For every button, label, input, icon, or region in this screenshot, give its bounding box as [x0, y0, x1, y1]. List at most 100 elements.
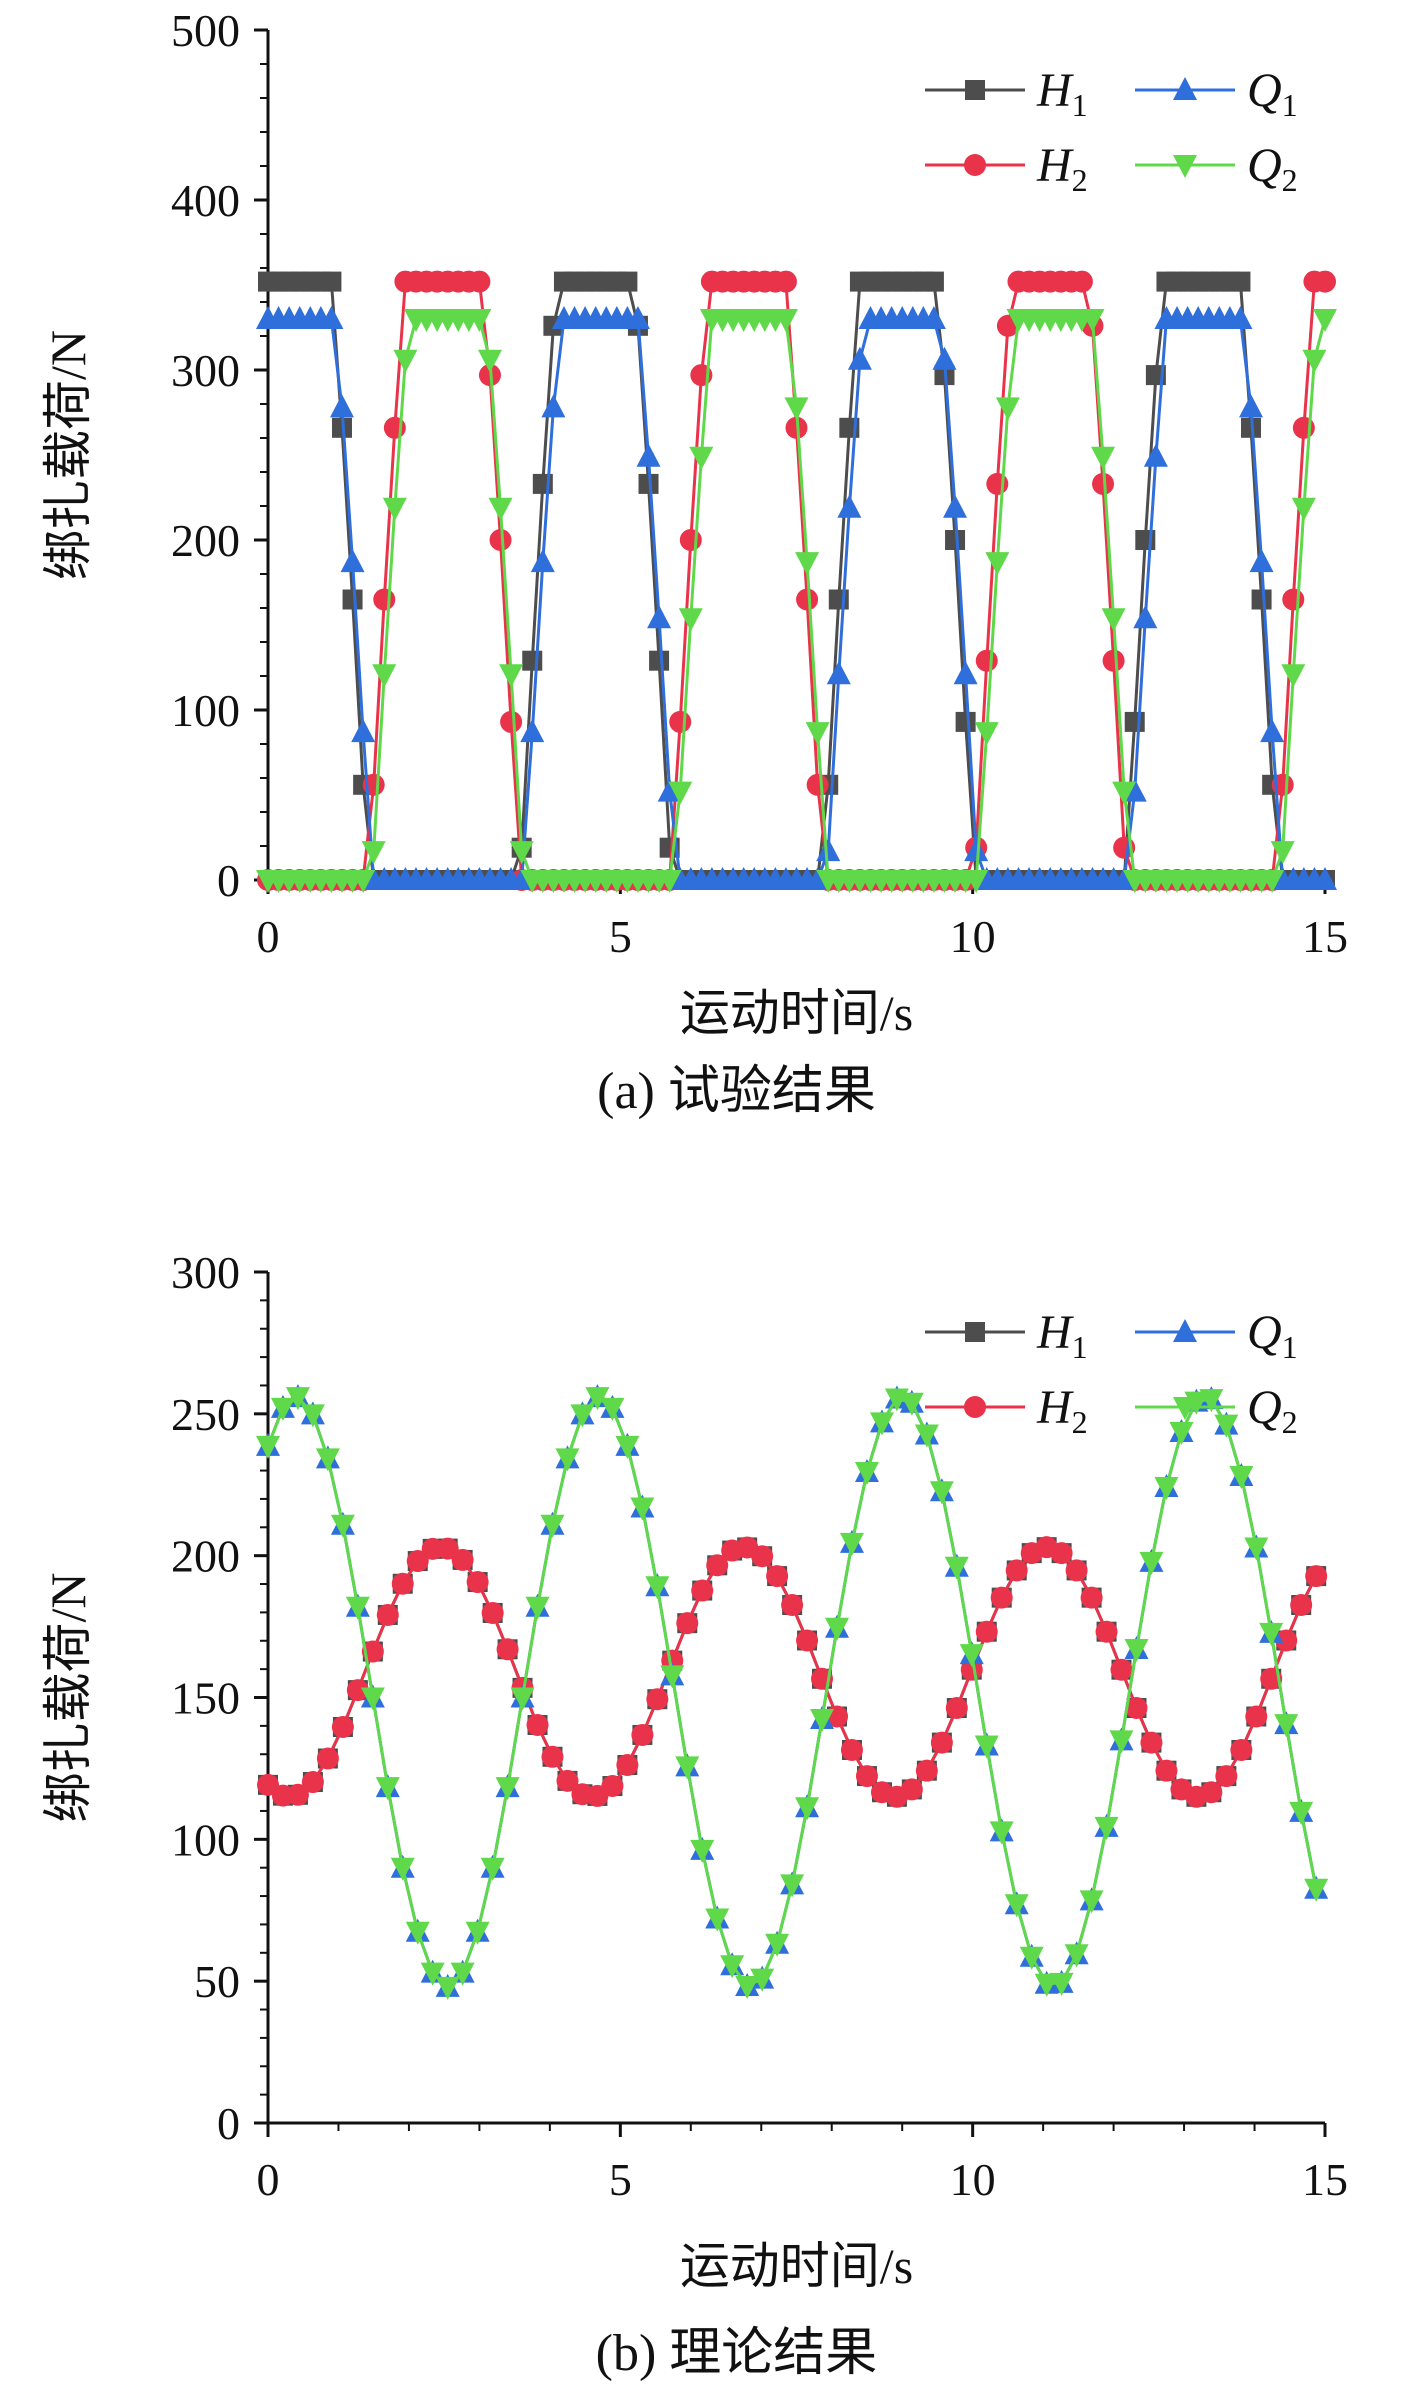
- x-tick-label: 10: [950, 911, 996, 962]
- data-point: [1291, 497, 1316, 521]
- data-point: [1169, 1421, 1194, 1445]
- data-point: [1245, 1705, 1268, 1728]
- y-tick-label: 100: [171, 1814, 240, 1865]
- data-point: [1050, 1542, 1073, 1565]
- data-point: [974, 722, 999, 746]
- data-point: [346, 1679, 369, 1702]
- data-point: [331, 1716, 354, 1739]
- x-axis-title: 运动时间/s: [680, 985, 913, 1041]
- data-point: [678, 608, 703, 632]
- data-point: [1133, 605, 1158, 629]
- data-point: [646, 1688, 669, 1711]
- data-point: [525, 1596, 550, 1620]
- data-point: [510, 1687, 535, 1711]
- data-point: [1034, 1973, 1059, 1997]
- data-point: [953, 661, 978, 685]
- y-axis-title: 绑扎载荷/N: [40, 1573, 96, 1823]
- data-point: [450, 1962, 475, 1986]
- data-point: [1228, 306, 1253, 329]
- data-point: [668, 781, 693, 805]
- y-tick-label: 400: [171, 175, 240, 226]
- data-point: [372, 664, 397, 688]
- data-point: [1101, 608, 1126, 632]
- data-point: [1199, 1389, 1224, 1413]
- y-axis-title: 绑扎载荷/N: [40, 330, 96, 580]
- data-point: [1070, 270, 1093, 293]
- data-point: [1313, 867, 1337, 890]
- data-point: [691, 1579, 714, 1602]
- x-tick-label: 0: [257, 2154, 280, 2205]
- data-point: [679, 529, 702, 551]
- panel-caption: (b) 理论结果: [596, 2325, 878, 2382]
- data-point: [1249, 549, 1274, 573]
- data-point: [1251, 589, 1272, 610]
- legend-marker: [1173, 1397, 1197, 1420]
- legend-item-h1: H1: [925, 64, 1088, 123]
- data-point: [1304, 1878, 1329, 1902]
- data-point: [285, 1387, 310, 1411]
- data-point: [329, 394, 354, 418]
- data-point: [1270, 841, 1295, 865]
- data-point: [360, 1687, 385, 1711]
- data-point: [774, 270, 797, 293]
- y-tick-label: 250: [171, 1389, 240, 1440]
- data-point: [300, 1404, 325, 1428]
- data-point: [974, 1735, 999, 1759]
- data-point: [451, 1548, 474, 1571]
- data-point: [316, 1747, 339, 1770]
- data-point: [496, 1638, 519, 1661]
- chart-panel-a: 0 100 200 300 400 500 0 5 10 15 运动时间/s 绑扎载荷/N H1 Q1 H2…: [40, 5, 1348, 1120]
- data-point: [1155, 1759, 1178, 1782]
- data-point: [765, 1933, 790, 1957]
- y-tick-label: 50: [194, 1956, 240, 2007]
- legend-marker: [1173, 77, 1197, 100]
- legend-marker: [1173, 155, 1197, 178]
- y-tick-label: 200: [171, 1531, 240, 1582]
- x-tick-label: 15: [1302, 2154, 1348, 2205]
- data-point: [467, 309, 492, 332]
- data-point: [990, 1586, 1013, 1609]
- data-point: [373, 588, 396, 611]
- data-point: [669, 710, 692, 733]
- legend-marker: [964, 1396, 986, 1418]
- data-point: [964, 870, 989, 893]
- data-point: [361, 841, 386, 865]
- series-line: [268, 280, 1325, 882]
- data-point: [1112, 867, 1137, 890]
- data-point: [869, 1412, 894, 1436]
- data-point: [1092, 472, 1115, 495]
- data-point: [826, 661, 851, 685]
- data-point: [837, 494, 862, 518]
- data-point: [795, 1797, 820, 1821]
- data-point: [1094, 1816, 1119, 1840]
- data-point: [932, 346, 957, 370]
- data-point: [382, 497, 407, 521]
- series-h1: [258, 271, 1335, 890]
- data-point: [1314, 270, 1336, 293]
- data-point: [1200, 1781, 1223, 1804]
- series-q2: [256, 309, 1337, 893]
- data-point: [854, 1461, 879, 1485]
- y-tick-label: 0: [217, 2098, 240, 2149]
- y-tick-label: 300: [171, 1247, 240, 1298]
- data-point: [1244, 1537, 1269, 1561]
- legend: H1 Q1 H2 Q2: [925, 64, 1298, 198]
- data-point: [1109, 1730, 1134, 1754]
- y-tick-label: 100: [171, 685, 240, 736]
- series-h2: [257, 1536, 1328, 1808]
- data-point: [1305, 1565, 1328, 1588]
- data-point: [1143, 443, 1168, 467]
- data-point: [509, 867, 534, 890]
- data-point: [921, 306, 946, 329]
- data-point: [466, 1571, 489, 1594]
- data-point: [1302, 349, 1327, 373]
- data-point: [270, 1397, 295, 1421]
- data-point: [1122, 778, 1147, 802]
- data-point: [689, 446, 714, 470]
- panel-caption: (a) 试验结果: [597, 1063, 876, 1120]
- data-point: [1080, 309, 1105, 332]
- chart-panel-b: 0 50 100 150 200 250 300 0 5 10 15 运动时间/s 绑扎载荷/N H1 Q1…: [40, 1247, 1348, 2382]
- data-point: [750, 1968, 775, 1992]
- series-line: [267, 1545, 1318, 1799]
